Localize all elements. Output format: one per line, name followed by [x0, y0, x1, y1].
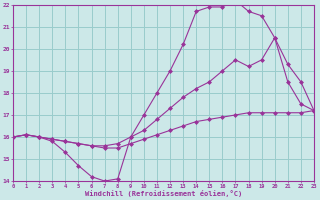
- X-axis label: Windchill (Refroidissement éolien,°C): Windchill (Refroidissement éolien,°C): [85, 190, 242, 197]
